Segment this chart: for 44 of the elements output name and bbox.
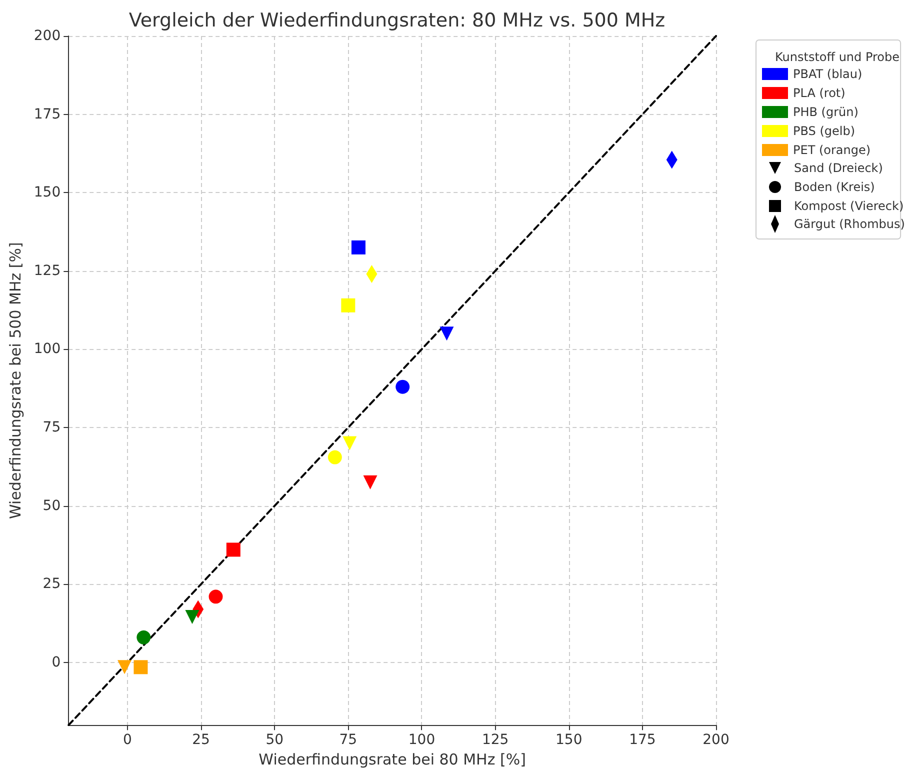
point xyxy=(341,298,356,312)
x-tick-label: 150 xyxy=(556,732,582,748)
y-tick-label: 125 xyxy=(34,262,61,279)
x-tick-label: 75 xyxy=(339,732,358,748)
y-tick-label: 200 xyxy=(34,28,61,44)
x-tick-label: 50 xyxy=(266,732,284,748)
point xyxy=(342,436,357,450)
text: Sand (Dreieck) xyxy=(794,161,883,175)
x-tick-label: 125 xyxy=(482,732,509,748)
legend-label: PET (orange) xyxy=(793,143,871,157)
x-tick-label: 25 xyxy=(192,732,210,748)
point xyxy=(328,450,342,464)
y-tick-label: 175 xyxy=(34,106,61,122)
x-tick-label: 100 xyxy=(408,732,436,748)
y-tick-label: 50 xyxy=(42,498,61,514)
y-tick-label: 100 xyxy=(34,341,61,358)
text: Boden (Kreis) xyxy=(794,180,875,194)
y-tick-label: 150 xyxy=(34,184,61,201)
y-tick-label: 0 xyxy=(52,654,61,670)
point xyxy=(226,542,240,557)
point xyxy=(363,475,378,490)
text: Gärgut (Rhombus) xyxy=(794,217,905,232)
point xyxy=(440,326,454,341)
point xyxy=(136,630,151,644)
x-tick-label: 200 xyxy=(702,732,730,748)
x-axis-title: Wiederfindungsrate bei 80 MHz [%] xyxy=(258,750,526,768)
legend-label: PBAT (blau) xyxy=(793,67,862,81)
x-tick-label: 0 xyxy=(123,732,132,748)
point xyxy=(351,240,366,254)
chart-title: Vergleich der Wiederfindungsraten: 80 MHz vs. 500 MHz xyxy=(128,10,666,32)
point xyxy=(185,610,200,624)
point xyxy=(208,590,223,604)
text: Kompost (Viereck) xyxy=(794,198,904,213)
y-axis-title: Wiederfindungsrate bei 500 MHz [%] xyxy=(6,242,24,519)
x-tick-label: 175 xyxy=(629,732,656,748)
legend-label: PHB (grün) xyxy=(793,105,858,119)
legend-label: PLA (rot) xyxy=(793,86,846,100)
y-tick-label: 25 xyxy=(42,576,61,592)
point xyxy=(396,380,410,394)
y-tick-label: 75 xyxy=(42,420,61,436)
legend-label: PBS (gelb) xyxy=(793,124,856,138)
point xyxy=(118,660,132,674)
point xyxy=(134,660,148,674)
legend-title: Kunststoff und Probe xyxy=(775,50,900,64)
